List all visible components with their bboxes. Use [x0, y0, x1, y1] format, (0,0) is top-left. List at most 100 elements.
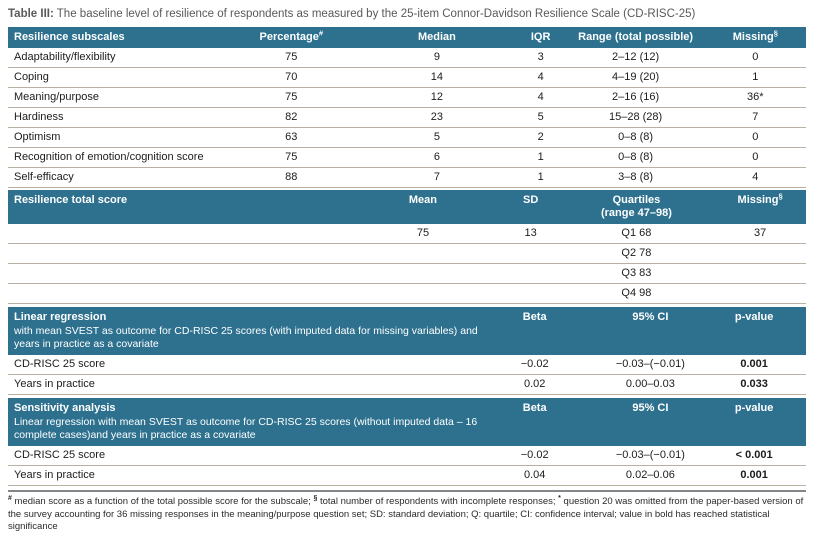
subscales-header-row: Resilience subscales Percentage# Median …: [8, 27, 806, 48]
cell-sd: [502, 263, 559, 284]
cell-iqr: 5: [514, 107, 567, 128]
table-row: Hardiness 82 23 5 15–28 (28) 7: [8, 107, 806, 128]
cell-subscale: Meaning/purpose: [8, 87, 224, 108]
cell-label: [8, 224, 344, 244]
cell-mean: 75: [343, 224, 503, 244]
cell-median: 5: [359, 127, 515, 148]
footnote-part-3: question 20 was omitted from the paper-b…: [8, 496, 804, 532]
table-row: 75 13 Q1 68 37: [8, 224, 806, 244]
col-header-missing: Missing§: [714, 190, 806, 224]
cell-percentage: 70: [223, 67, 360, 88]
col-header-range: Range (total possible): [566, 27, 705, 48]
cell-mean: [343, 243, 503, 264]
cell-mean: [343, 263, 503, 284]
cell-quartile: Q4 98: [558, 283, 715, 304]
cell-predictor: Years in practice: [8, 374, 471, 395]
col-header-p-value: p-value: [702, 398, 806, 446]
cell-subscale: Coping: [8, 67, 224, 88]
cell-missing: 0: [704, 147, 806, 168]
col-header-resilience-total-score: Resilience total score: [8, 190, 344, 224]
cell-iqr: 4: [514, 67, 567, 88]
cell-iqr: 4: [514, 87, 567, 108]
hash-superscript: #: [318, 28, 324, 38]
col-header-median: Median: [359, 27, 515, 48]
col-header-95ci: 95% CI: [598, 307, 703, 355]
section-title: Linear regression: [14, 311, 107, 323]
cell-median: 14: [359, 67, 515, 88]
cell-predictor: CD-RISC 25 score: [8, 355, 471, 375]
cell-missing: [714, 243, 806, 264]
table-row: CD-RISC 25 score −0.02 −0.03–(−0.01) 0.0…: [8, 355, 806, 375]
cell-subscale: Self-efficacy: [8, 167, 224, 188]
cell-median: 12: [359, 87, 515, 108]
section-sign-superscript: §: [773, 28, 778, 38]
cell-sd: [502, 243, 559, 264]
cell-beta: 0.04: [470, 465, 599, 486]
cell-sd: 13: [502, 224, 559, 244]
section-sign-superscript: §: [778, 191, 783, 201]
asterisk-superscript: *: [558, 494, 561, 502]
cell-median: 6: [359, 147, 515, 168]
quartiles-range-subline: (range 47–98): [600, 207, 672, 219]
cell-missing: 7: [704, 107, 806, 128]
cell-mean: [343, 283, 503, 304]
table-row: Q4 98: [8, 283, 806, 304]
cell-95ci: −0.03–(−0.01): [598, 355, 703, 375]
table-row: Coping 70 14 4 4–19 (20) 1: [8, 67, 806, 88]
cell-label: [8, 283, 344, 304]
col-header-95ci: 95% CI: [598, 398, 703, 446]
table-caption-text: The baseline level of resilience of resp…: [53, 8, 696, 20]
section-header-sensitivity-analysis: Sensitivity analysis Linear regression w…: [8, 398, 477, 446]
cell-missing: 0: [704, 127, 806, 148]
cell-quartile: Q2 78: [558, 243, 715, 264]
cell-label: [8, 243, 344, 264]
section-description: Linear regression with mean SVEST as out…: [14, 416, 478, 441]
cell-beta: −0.02: [470, 446, 599, 466]
total-score-header-row: Resilience total score Mean SD Quartiles…: [8, 190, 806, 224]
cell-median: 7: [359, 167, 515, 188]
sensitivity-analysis-table: Sensitivity analysis Linear regression w…: [8, 398, 806, 486]
cell-quartile: Q3 83: [558, 263, 715, 284]
cell-range: 2–12 (12): [566, 48, 705, 68]
cell-quartile: Q1 68: [558, 224, 715, 244]
linear-regression-header-row: Linear regression with mean SVEST as out…: [8, 307, 806, 355]
col-header-mean: Mean: [343, 190, 503, 224]
cell-p-value: 0.001: [702, 355, 806, 375]
table-row: Recognition of emotion/cognition score 7…: [8, 147, 806, 168]
col-header-missing: Missing§: [704, 27, 806, 48]
cell-percentage: 82: [223, 107, 360, 128]
col-header-percentage: Percentage#: [223, 27, 360, 48]
table-row: Self-efficacy 88 7 1 3–8 (8) 4: [8, 167, 806, 188]
table-row: Q3 83: [8, 263, 806, 284]
cell-percentage: 63: [223, 127, 360, 148]
section-title: Sensitivity analysis: [14, 402, 116, 414]
cell-label: [8, 263, 344, 284]
cell-missing: [714, 283, 806, 304]
footnote: # median score as a function of the tota…: [8, 490, 806, 534]
cell-95ci: 0.00–0.03: [598, 374, 703, 395]
cell-beta: −0.02: [470, 355, 599, 375]
linear-regression-table: Linear regression with mean SVEST as out…: [8, 307, 806, 395]
col-header-quartiles: Quartiles (range 47–98): [558, 190, 715, 224]
table-row: CD-RISC 25 score −0.02 −0.03–(−0.01) < 0…: [8, 446, 806, 466]
cell-median: 9: [359, 48, 515, 68]
cell-range: 0–8 (8): [566, 147, 705, 168]
cell-percentage: 75: [223, 48, 360, 68]
cell-iqr: 1: [514, 147, 567, 168]
section-header-linear-regression: Linear regression with mean SVEST as out…: [8, 307, 478, 355]
cell-subscale: Optimism: [8, 127, 224, 148]
hash-superscript: #: [8, 494, 12, 502]
cell-missing: 4: [704, 167, 806, 188]
cell-predictor: CD-RISC 25 score: [8, 446, 471, 466]
col-header-p-value: p-value: [702, 307, 806, 355]
col-header-beta: Beta: [470, 307, 599, 355]
table-row: Q2 78: [8, 243, 806, 264]
cell-beta: 0.02: [470, 374, 599, 395]
table-row: Meaning/purpose 75 12 4 2–16 (16) 36*: [8, 87, 806, 108]
table-row: Optimism 63 5 2 0–8 (8) 0: [8, 127, 806, 148]
col-header-resilience-subscales: Resilience subscales: [8, 27, 224, 48]
cell-p-value: 0.001: [702, 465, 806, 486]
cell-iqr: 1: [514, 167, 567, 188]
cell-missing: 37: [714, 224, 806, 244]
